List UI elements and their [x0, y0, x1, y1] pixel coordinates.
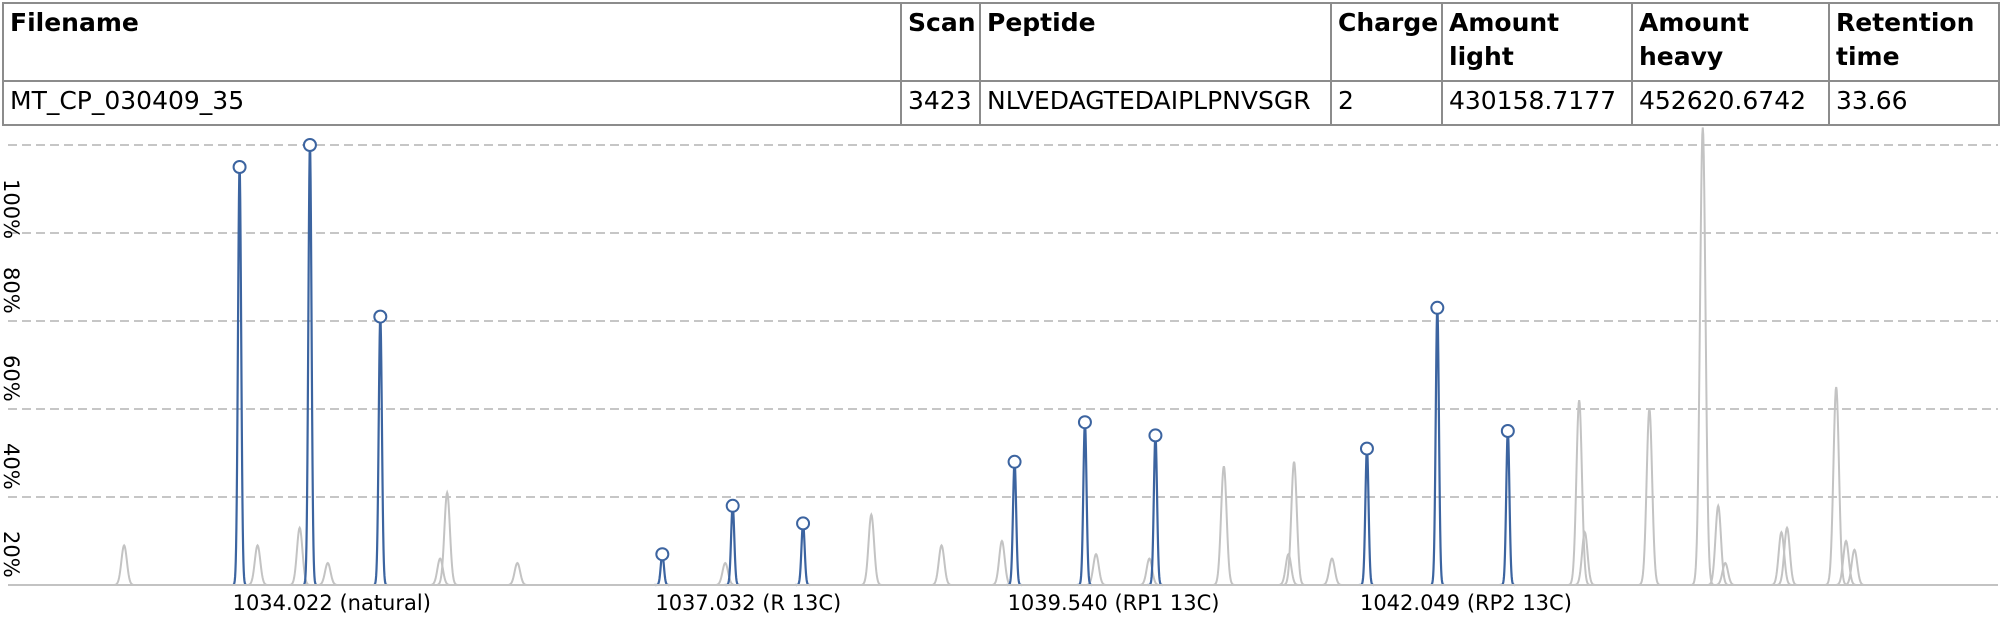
cell-amount-heavy: 452620.6742: [1631, 80, 1830, 126]
peak-marker: [1148, 428, 1163, 443]
peak-marker: [373, 309, 388, 324]
x-axis-labels: 1034.022 (natural) 1037.032 (R 13C) 1039.5…: [233, 591, 1572, 615]
isotope-peak: [301, 144, 318, 587]
background-peak: [1210, 465, 1236, 586]
x-tick-label: 1037.032 (R 13C): [655, 591, 841, 615]
header-amount-heavy[interactable]: Amount heavy: [1631, 2, 1830, 82]
isotope-peak: [794, 519, 811, 587]
peak-marker: [302, 138, 317, 152]
header-peptide[interactable]: Peptide: [979, 2, 1332, 82]
peak-marker: [1359, 441, 1374, 456]
background-peak: [314, 561, 340, 586]
background-spectrum: [111, 127, 1867, 586]
background-peak: [928, 543, 954, 586]
background-peak: [434, 489, 460, 586]
background-peak: [1823, 386, 1849, 586]
y-tick-label: 80%: [0, 267, 23, 314]
cell-retention-time: 33.66: [1828, 80, 2000, 126]
cell-amount-light: 430158.7177: [1441, 80, 1633, 126]
background-peak: [244, 543, 270, 586]
table-row[interactable]: MT_CP_030409_35 3423 NLVEDAGTEDAIPLPNVSG…: [2, 80, 2000, 126]
background-peak: [286, 525, 312, 586]
isotope-peak: [372, 316, 388, 587]
background-peak: [1281, 461, 1307, 586]
background-peak: [1841, 548, 1867, 586]
header-amount-light[interactable]: Amount light: [1441, 2, 1633, 82]
y-tick-label: 100%: [0, 179, 23, 239]
background-peak: [111, 543, 137, 586]
isotope-spectrum-chart: 20% 40% 60% 80% 100% 1034.022 (natural) 1037.…: [0, 127, 1998, 615]
background-peak: [1636, 408, 1662, 586]
peak-marker: [1077, 415, 1092, 430]
header-filename[interactable]: Filename: [2, 2, 902, 82]
peak-marker: [1430, 300, 1445, 315]
cell-charge: 2: [1330, 80, 1443, 126]
isotope-peak: [1499, 430, 1515, 587]
peak-marker: [725, 498, 740, 513]
background-peak: [858, 512, 884, 586]
y-tick-label: 60%: [0, 355, 23, 402]
background-peak: [1833, 539, 1859, 586]
y-tick-label: 40%: [0, 443, 23, 490]
peak-marker: [1500, 424, 1515, 438]
gridlines: [8, 144, 1998, 498]
peptide-info-table: Filename Scan Peptide Charge Amount ligh…: [2, 2, 2000, 126]
background-peak: [712, 561, 738, 586]
peak-marker: [655, 547, 670, 562]
y-axis-ticks: 20% 40% 60% 80% 100%: [0, 179, 23, 578]
background-peak: [1689, 127, 1715, 586]
cell-peptide: NLVEDAGTEDAIPLPNVSGR: [979, 80, 1332, 126]
peak-marker: [232, 160, 247, 174]
header-scan[interactable]: Scan: [900, 2, 981, 82]
peak-marker: [796, 516, 811, 531]
x-tick-label: 1034.022 (natural): [233, 591, 431, 615]
background-peak: [504, 561, 530, 586]
background-peak: [1318, 557, 1344, 586]
isotope-peak: [1006, 461, 1022, 587]
isotope-peak: [231, 166, 247, 587]
isotope-peak: [1076, 422, 1093, 587]
isotope-peak: [1358, 448, 1375, 587]
x-tick-label: 1042.049 (RP2 13C): [1360, 591, 1572, 615]
peak-marker: [1007, 454, 1022, 469]
matched-peaks: [231, 138, 1515, 587]
isotope-peak: [1429, 307, 1445, 587]
header-charge[interactable]: Charge: [1330, 2, 1443, 82]
header-retention-time[interactable]: Retention time: [1828, 2, 2000, 82]
x-tick-label: 1039.540 (RP1 13C): [1008, 591, 1220, 615]
background-peak: [1566, 400, 1592, 586]
cell-scan: 3423: [900, 80, 981, 126]
y-tick-label: 20%: [0, 531, 23, 578]
cell-filename: MT_CP_030409_35: [2, 80, 902, 126]
table-header-row: Filename Scan Peptide Charge Amount ligh…: [2, 2, 2000, 82]
